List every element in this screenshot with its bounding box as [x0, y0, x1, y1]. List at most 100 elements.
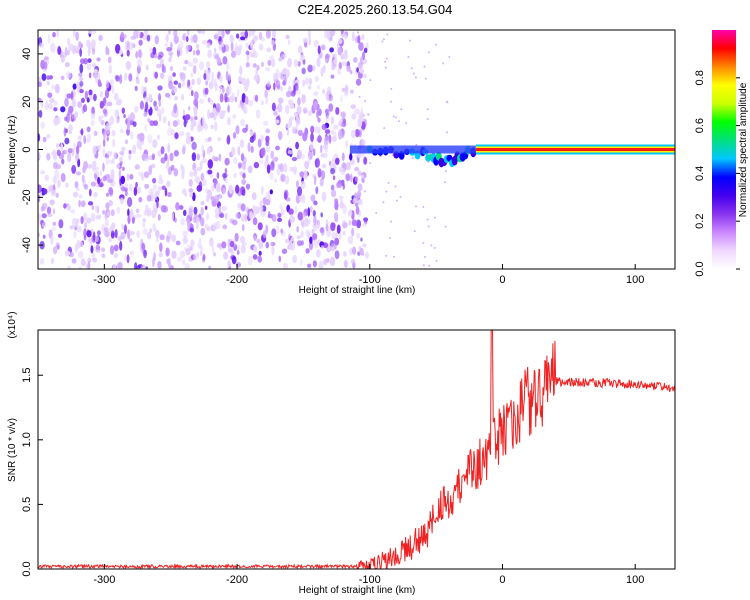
- noise-blob: [87, 46, 91, 57]
- noise-blob: [38, 109, 43, 118]
- noise-blob: [67, 37, 70, 46]
- noise-blob: [290, 116, 295, 121]
- noise-blob: [185, 217, 190, 222]
- noise-blob: [108, 199, 113, 207]
- noise-blob: [225, 61, 230, 71]
- noise-blob: [267, 59, 272, 66]
- noise-blob: [143, 171, 150, 179]
- noise-blob: [112, 138, 116, 148]
- noise-blob: [74, 111, 79, 119]
- noise-blob: [72, 83, 77, 90]
- noise-blob: [213, 47, 217, 54]
- noise-blob: [345, 173, 351, 182]
- noise-blob: [93, 73, 99, 79]
- noise-blob: [335, 106, 340, 115]
- noise-blob: [193, 98, 199, 107]
- noise-blob: [341, 87, 346, 93]
- noise-blob: [293, 166, 297, 175]
- noise-blob: [167, 30, 171, 36]
- noise-blob: [106, 150, 113, 157]
- noise-blob: [107, 237, 113, 243]
- noise-blob: [152, 139, 158, 149]
- noise-blob: [244, 30, 249, 39]
- noise-blob: [174, 132, 179, 139]
- noise-blob: [67, 152, 72, 163]
- noise-blob: [128, 238, 133, 243]
- noise-blob: [173, 35, 179, 44]
- noise-blob: [194, 176, 201, 184]
- noise-blob: [38, 194, 41, 203]
- noise-blob: [249, 136, 255, 144]
- noise-blob: [206, 42, 211, 49]
- noise-blob: [307, 110, 313, 117]
- noise-blob: [347, 235, 354, 245]
- noise-blob: [216, 57, 222, 64]
- noise-blob: [156, 134, 160, 140]
- noise-blob: [81, 174, 85, 183]
- noise-blob: [168, 80, 173, 90]
- noise-blob: [257, 138, 262, 148]
- noise-blob: [351, 113, 357, 120]
- colorbar-tick-label: 0.8: [694, 70, 706, 85]
- noise-blob: [221, 86, 225, 94]
- noise-blob: [295, 194, 301, 204]
- noise-blob: [190, 35, 194, 44]
- noise-blob: [151, 153, 155, 161]
- noise-blob: [327, 243, 331, 252]
- noise-blob: [72, 30, 76, 38]
- noise-blob: [358, 95, 361, 98]
- noise-blob: [209, 237, 214, 247]
- noise-blob: [337, 47, 342, 56]
- noise-blob: [224, 92, 228, 103]
- noise-blob: [350, 173, 353, 183]
- noise-blob: [132, 144, 137, 155]
- noise-blob: [47, 102, 53, 110]
- noise-blob: [369, 79, 372, 82]
- noise-blob: [293, 112, 298, 117]
- noise-blob: [444, 225, 447, 228]
- noise-blob: [173, 104, 178, 114]
- noise-blob: [126, 173, 130, 181]
- noise-blob: [211, 185, 215, 191]
- noise-blob: [86, 63, 92, 71]
- noise-blob: [101, 253, 106, 259]
- noise-blob: [265, 128, 271, 134]
- noise-blob: [162, 116, 167, 124]
- noise-blob: [276, 225, 280, 235]
- noise-blob: [221, 205, 228, 211]
- noise-blob: [126, 254, 130, 264]
- noise-blob: [207, 159, 214, 169]
- noise-blob: [187, 106, 191, 111]
- figure-title: C2E4.2025.260.13.54.G04: [298, 2, 453, 17]
- noise-blob: [224, 167, 228, 174]
- noise-blob: [394, 185, 397, 188]
- noise-blob: [60, 75, 65, 81]
- noise-blob: [175, 202, 180, 211]
- noise-blob: [248, 50, 253, 58]
- noise-blob: [149, 120, 155, 127]
- noise-blob: [348, 219, 351, 226]
- noise-blob: [235, 46, 242, 56]
- noise-blob: [211, 245, 215, 253]
- noise-blob: [309, 236, 313, 244]
- noise-blob: [295, 180, 299, 189]
- noise-blob: [49, 199, 55, 206]
- noise-blob: [303, 217, 310, 227]
- noise-blob: [136, 73, 140, 78]
- noise-blob: [250, 30, 256, 37]
- noise-blob: [224, 177, 228, 184]
- noise-blob: [113, 244, 119, 252]
- noise-blob: [212, 222, 218, 231]
- noise-blob: [40, 121, 46, 129]
- noise-blob: [44, 174, 49, 181]
- noise-blob: [330, 222, 336, 232]
- noise-blob: [250, 145, 254, 154]
- noise-blob: [91, 160, 97, 167]
- noise-blob: [329, 256, 336, 267]
- noise-blob: [364, 119, 367, 122]
- noise-blob: [266, 164, 271, 174]
- noise-blob: [362, 243, 367, 248]
- noise-blob: [258, 31, 263, 41]
- noise-blob: [340, 95, 343, 103]
- noise-blob: [331, 135, 337, 143]
